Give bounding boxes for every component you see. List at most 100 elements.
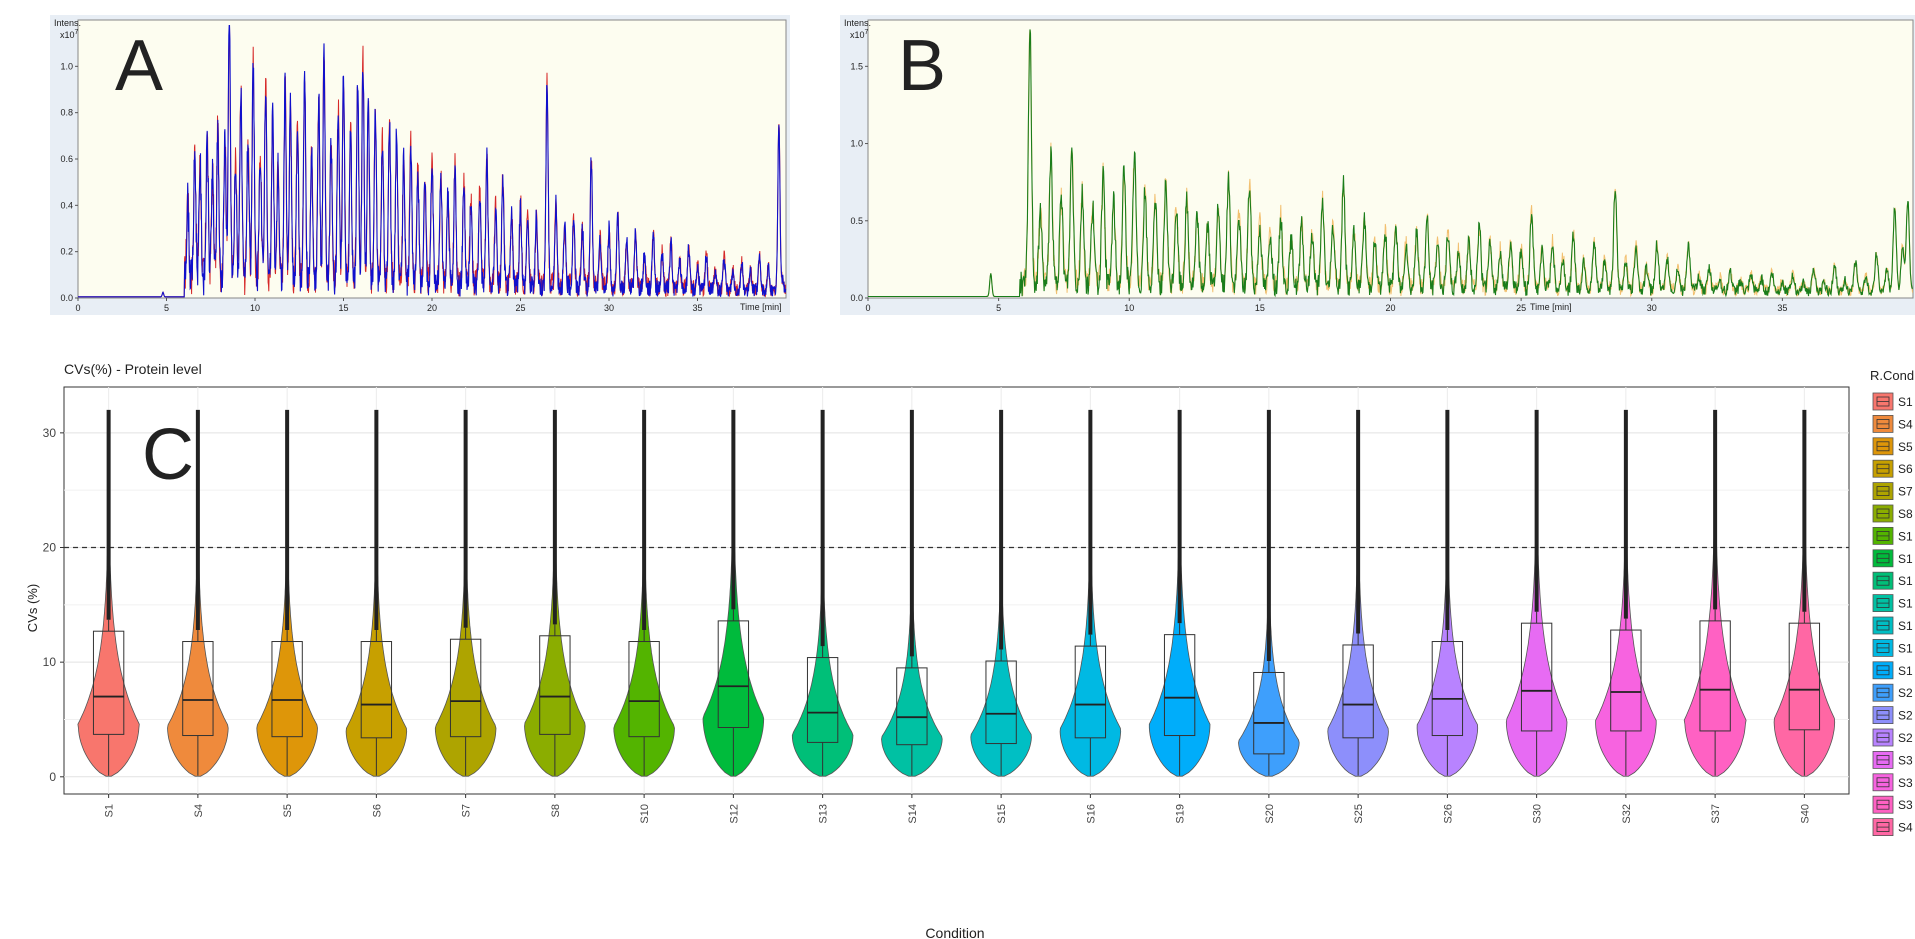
chromatogram-b-x-axis-label: Time [min] (1530, 302, 1572, 312)
y-tick-label: 0.4 (60, 200, 73, 210)
x-tick-label: 10 (250, 303, 260, 313)
x-axis-label: Condition (925, 925, 984, 939)
x-tick-label: S4 (193, 804, 205, 817)
legend-title: R.Cond (1870, 368, 1914, 383)
x-tick-label: S16 (1085, 804, 1097, 824)
violin-box (1610, 629, 1642, 732)
legend-label: S1 (1898, 395, 1913, 409)
violin-box (1431, 641, 1464, 737)
legend-label: S5 (1898, 440, 1913, 454)
violin-box (1342, 644, 1374, 739)
x-tick-label: S14 (907, 804, 919, 824)
y-tick-label: 1.0 (850, 139, 863, 149)
legend-label: S2 (1898, 709, 1913, 723)
y-tick-label: 0.0 (60, 293, 73, 303)
violin-plot-c: CVs(%) - Protein level 0 10 20 30 S1 S4 S5 S6 S… (0, 360, 1915, 939)
chromatogram-a-y-axis-label: Intens. (54, 18, 81, 28)
x-tick-label: S7 (461, 804, 473, 817)
chromatogram-a-x-axis-label: Time [min] (740, 302, 782, 312)
x-tick-label: 20 (1385, 303, 1395, 313)
y-axis-label: CVs (%) (25, 584, 40, 632)
violin-box (360, 641, 393, 739)
y-tick-label: 0.5 (850, 216, 863, 226)
x-tick-label: 15 (1255, 303, 1265, 313)
x-tick-label: S19 (1175, 804, 1187, 824)
x-tick-label: S5 (282, 804, 294, 817)
x-tick-label: 0 (75, 303, 80, 313)
violin-box (182, 641, 214, 737)
x-tick-label: S37 (1710, 804, 1722, 824)
x-tick-label: 15 (338, 303, 348, 313)
violin-box (806, 657, 839, 743)
y-tick-label: 0.8 (60, 108, 73, 118)
x-tick-label: 25 (515, 303, 525, 313)
x-tick-label: S13 (818, 804, 830, 824)
legend-label: S1 (1898, 597, 1913, 611)
x-tick-label: 35 (692, 303, 702, 313)
legend-label: S1 (1898, 664, 1913, 678)
legend-label: S4 (1898, 417, 1913, 431)
legend-label: S1 (1898, 574, 1913, 588)
x-tick-label: 30 (604, 303, 614, 313)
y-tick-label: 10 (43, 655, 57, 669)
y-tick-label: 20 (43, 541, 57, 555)
violin-box (449, 638, 482, 738)
x-tick-label: S1 (104, 804, 116, 817)
violin-box (1253, 671, 1285, 755)
violin-box (271, 641, 303, 738)
x-tick-label: 35 (1777, 303, 1787, 313)
x-tick-label: S10 (639, 804, 651, 824)
legend-label: S1 (1898, 619, 1913, 633)
panel-c-letter: C (142, 415, 194, 495)
chromatogram-trace-2 (78, 25, 787, 298)
violin-box (1163, 634, 1196, 737)
chromatogram-a-y-axis-multiplier: x107 (60, 29, 79, 40)
violin-box (985, 660, 1017, 745)
violin-box (1788, 622, 1821, 731)
legend-label: S3 (1898, 776, 1913, 790)
panel-b-letter: B (898, 26, 946, 106)
violin-box (539, 635, 571, 735)
legend-label: S6 (1898, 462, 1913, 476)
violin-box (628, 641, 660, 738)
x-tick-label: S15 (996, 804, 1008, 824)
y-tick-label: 0.6 (60, 154, 73, 164)
legend-label: S3 (1898, 798, 1913, 812)
x-tick-label: S20 (1264, 804, 1276, 824)
legend-label: S8 (1898, 507, 1913, 521)
violin-box (1520, 622, 1553, 732)
x-tick-label: 25 (1516, 303, 1526, 313)
chromatogram-trace-2 (868, 29, 1913, 298)
y-tick-label: 0.2 (60, 247, 73, 257)
violin-box (1074, 645, 1107, 739)
x-tick-label: S6 (371, 804, 383, 817)
legend-label: S2 (1898, 731, 1913, 745)
y-tick-label: 0 (49, 770, 56, 784)
legend-label: S1 (1898, 552, 1913, 566)
legend-label: S3 (1898, 753, 1913, 767)
chromatogram-a: Intens. x107 A 0.0 0.2 0.4 0.6 0.8 1.0 0 5 10 15… (50, 15, 790, 315)
violin-box (92, 630, 125, 735)
x-tick-label: 5 (996, 303, 1001, 313)
y-tick-label: 0.0 (850, 293, 863, 303)
x-tick-label: S8 (550, 804, 562, 817)
y-tick-label: 1.5 (850, 61, 863, 71)
x-tick-label: 20 (427, 303, 437, 313)
chromatogram-b-y-axis-label: Intens. (844, 18, 871, 28)
legend-label: S4 (1898, 821, 1913, 835)
x-tick-label: 0 (865, 303, 870, 313)
x-tick-label: 5 (164, 303, 169, 313)
x-tick-label: S12 (728, 804, 740, 824)
chromatogram-b-y-axis-multiplier: x107 (850, 29, 869, 40)
y-tick-label: 30 (43, 426, 57, 440)
violin-box (1699, 620, 1731, 732)
x-tick-label: S26 (1442, 804, 1454, 824)
x-tick-label: 30 (1647, 303, 1657, 313)
violin-box (896, 667, 928, 746)
legend-label: S7 (1898, 485, 1913, 499)
legend-label: S2 (1898, 686, 1913, 700)
violin-box (717, 620, 750, 729)
panel-a-letter: A (115, 26, 163, 106)
legend-label: S1 (1898, 641, 1913, 655)
chromatogram-b: Intens. x107 B 0.0 0.5 1.0 1.5 0 5 10 15 20 25 30… (840, 15, 1915, 315)
